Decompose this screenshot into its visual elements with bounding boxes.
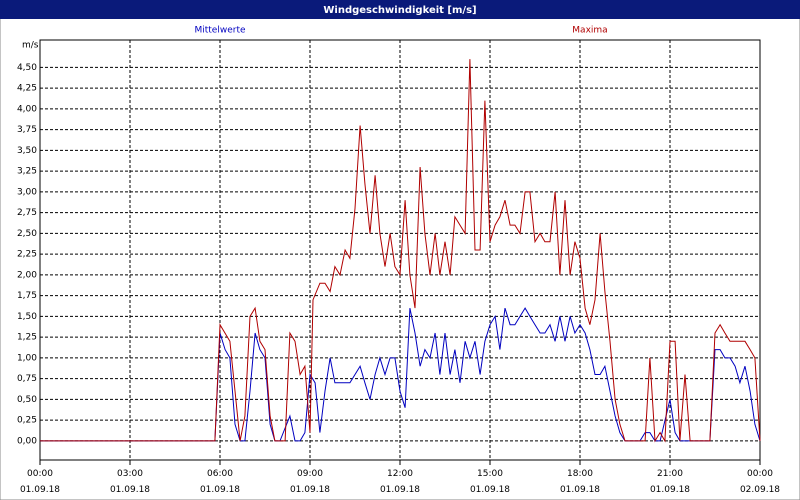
legend-label: Maxima <box>572 26 607 36</box>
x-tick-label: 21:00 01.09.18 <box>650 469 690 495</box>
x-tick-label: 18:00 01.09.18 <box>560 469 600 495</box>
y-tick-label: 2,25 <box>17 250 37 260</box>
x-tick-label: 00:00 01.09.18 <box>20 469 60 495</box>
y-tick-label: 0,25 <box>17 416 37 426</box>
y-tick-label: 1,75 <box>17 291 37 301</box>
y-tick-label: 0,50 <box>17 395 37 405</box>
y-tick-label: 1,25 <box>17 333 37 343</box>
y-tick-label: 4,50 <box>17 63 37 73</box>
y-tick-label: 1,50 <box>17 312 37 322</box>
y-axis-label: m/s <box>22 41 39 51</box>
y-tick-label: 3,00 <box>17 187 37 197</box>
y-tick-label: 4,25 <box>17 84 37 94</box>
y-tick-label: 0,00 <box>17 436 37 446</box>
x-tick-label: 09:00 01.09.18 <box>290 469 330 495</box>
y-tick-label: 3,50 <box>17 146 37 156</box>
y-tick-label: 2,00 <box>17 270 37 280</box>
y-tick-label: 2,75 <box>17 208 37 218</box>
y-tick-label: 0,75 <box>17 374 37 384</box>
chart-title: Windgeschwindigkeit [m/s] <box>323 5 476 16</box>
x-tick-label: 15:00 01.09.18 <box>470 469 510 495</box>
x-tick-label: 00:00 02.09.18 <box>740 469 780 495</box>
y-tick-label: 2,50 <box>17 229 37 239</box>
data-line <box>40 307 761 442</box>
y-tick-label: 1,00 <box>17 353 37 363</box>
y-tick-label: 3,25 <box>17 167 37 177</box>
title-bar <box>0 0 800 19</box>
y-tick-label: 4,00 <box>17 104 37 114</box>
x-tick-label: 12:00 01.09.18 <box>380 469 420 495</box>
data-line <box>40 59 761 443</box>
x-tick-label: 03:00 01.09.18 <box>110 469 150 495</box>
y-tick-label: 3,75 <box>17 125 37 135</box>
legend-label: Mittelwerte <box>194 26 245 36</box>
x-tick-label: 06:00 01.09.18 <box>200 469 240 495</box>
